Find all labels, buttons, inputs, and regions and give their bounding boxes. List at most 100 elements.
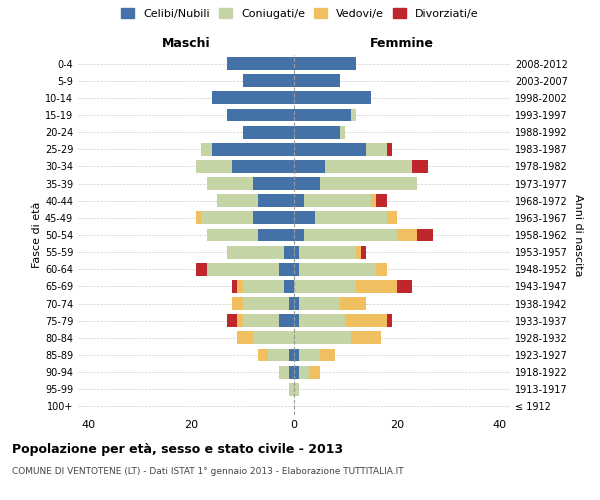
Bar bbox=[238, 280, 242, 293]
Bar bbox=[242, 74, 294, 87]
Bar bbox=[299, 246, 356, 258]
Bar bbox=[217, 194, 258, 207]
Bar bbox=[206, 228, 258, 241]
Bar bbox=[350, 332, 382, 344]
Bar bbox=[294, 263, 299, 276]
Bar bbox=[289, 366, 294, 378]
Bar bbox=[258, 228, 294, 241]
Bar bbox=[232, 160, 294, 173]
Bar bbox=[294, 383, 299, 396]
Bar bbox=[386, 212, 397, 224]
Bar bbox=[202, 212, 253, 224]
Bar bbox=[299, 297, 340, 310]
Bar bbox=[196, 263, 206, 276]
Bar bbox=[294, 194, 304, 207]
Bar bbox=[299, 263, 376, 276]
Y-axis label: Anni di nascita: Anni di nascita bbox=[573, 194, 583, 276]
Bar bbox=[299, 348, 320, 362]
Bar bbox=[196, 212, 202, 224]
Bar bbox=[227, 246, 284, 258]
Bar bbox=[238, 314, 242, 327]
Bar bbox=[376, 194, 386, 207]
Bar bbox=[196, 160, 232, 173]
Bar bbox=[294, 143, 366, 156]
Bar bbox=[242, 314, 278, 327]
Bar bbox=[350, 108, 356, 122]
Bar bbox=[238, 332, 253, 344]
Bar bbox=[284, 246, 294, 258]
Bar bbox=[325, 160, 412, 173]
Bar bbox=[299, 366, 310, 378]
Bar bbox=[294, 228, 304, 241]
Bar bbox=[278, 366, 289, 378]
Bar bbox=[397, 228, 418, 241]
Bar bbox=[268, 348, 289, 362]
Bar bbox=[278, 263, 294, 276]
Bar bbox=[397, 280, 412, 293]
Text: Maschi: Maschi bbox=[161, 36, 211, 50]
Bar bbox=[386, 143, 392, 156]
Bar bbox=[386, 314, 392, 327]
Y-axis label: Fasce di età: Fasce di età bbox=[32, 202, 42, 268]
Bar bbox=[294, 160, 325, 173]
Bar bbox=[299, 314, 346, 327]
Bar bbox=[294, 92, 371, 104]
Bar bbox=[227, 108, 294, 122]
Bar bbox=[294, 314, 299, 327]
Bar bbox=[284, 280, 294, 293]
Bar bbox=[212, 143, 294, 156]
Bar bbox=[242, 297, 289, 310]
Text: Femmine: Femmine bbox=[370, 36, 434, 50]
Bar bbox=[253, 177, 294, 190]
Bar bbox=[294, 246, 299, 258]
Bar bbox=[340, 297, 366, 310]
Bar bbox=[289, 348, 294, 362]
Bar bbox=[294, 108, 350, 122]
Bar bbox=[304, 228, 397, 241]
Bar bbox=[242, 280, 284, 293]
Bar bbox=[289, 383, 294, 396]
Bar bbox=[310, 366, 320, 378]
Legend: Celibi/Nubili, Coniugati/e, Vedovi/e, Divorziati/e: Celibi/Nubili, Coniugati/e, Vedovi/e, Di… bbox=[121, 8, 479, 19]
Text: Popolazione per età, sesso e stato civile - 2013: Popolazione per età, sesso e stato civil… bbox=[12, 442, 343, 456]
Bar bbox=[206, 177, 253, 190]
Bar bbox=[232, 280, 238, 293]
Bar bbox=[202, 143, 212, 156]
Bar bbox=[258, 348, 268, 362]
Bar bbox=[320, 348, 335, 362]
Bar bbox=[242, 126, 294, 138]
Bar bbox=[289, 297, 294, 310]
Bar bbox=[227, 314, 238, 327]
Bar bbox=[294, 126, 340, 138]
Bar bbox=[294, 177, 320, 190]
Bar bbox=[376, 263, 386, 276]
Bar bbox=[294, 332, 350, 344]
Bar bbox=[294, 348, 299, 362]
Bar bbox=[232, 297, 242, 310]
Bar bbox=[294, 366, 299, 378]
Bar bbox=[278, 314, 294, 327]
Bar bbox=[361, 246, 366, 258]
Bar bbox=[418, 228, 433, 241]
Bar bbox=[412, 160, 428, 173]
Bar bbox=[206, 263, 278, 276]
Bar bbox=[253, 212, 294, 224]
Bar bbox=[314, 212, 386, 224]
Bar bbox=[371, 194, 376, 207]
Bar bbox=[320, 177, 418, 190]
Bar bbox=[253, 332, 294, 344]
Bar bbox=[294, 297, 299, 310]
Bar bbox=[366, 143, 386, 156]
Text: COMUNE DI VENTOTENE (LT) - Dati ISTAT 1° gennaio 2013 - Elaborazione TUTTITALIA.: COMUNE DI VENTOTENE (LT) - Dati ISTAT 1°… bbox=[12, 468, 404, 476]
Bar bbox=[356, 246, 361, 258]
Bar bbox=[227, 57, 294, 70]
Bar bbox=[258, 194, 294, 207]
Bar bbox=[340, 126, 346, 138]
Bar bbox=[294, 212, 314, 224]
Bar bbox=[294, 280, 356, 293]
Bar bbox=[356, 280, 397, 293]
Bar bbox=[212, 92, 294, 104]
Bar bbox=[346, 314, 386, 327]
Bar bbox=[304, 194, 371, 207]
Bar bbox=[294, 57, 356, 70]
